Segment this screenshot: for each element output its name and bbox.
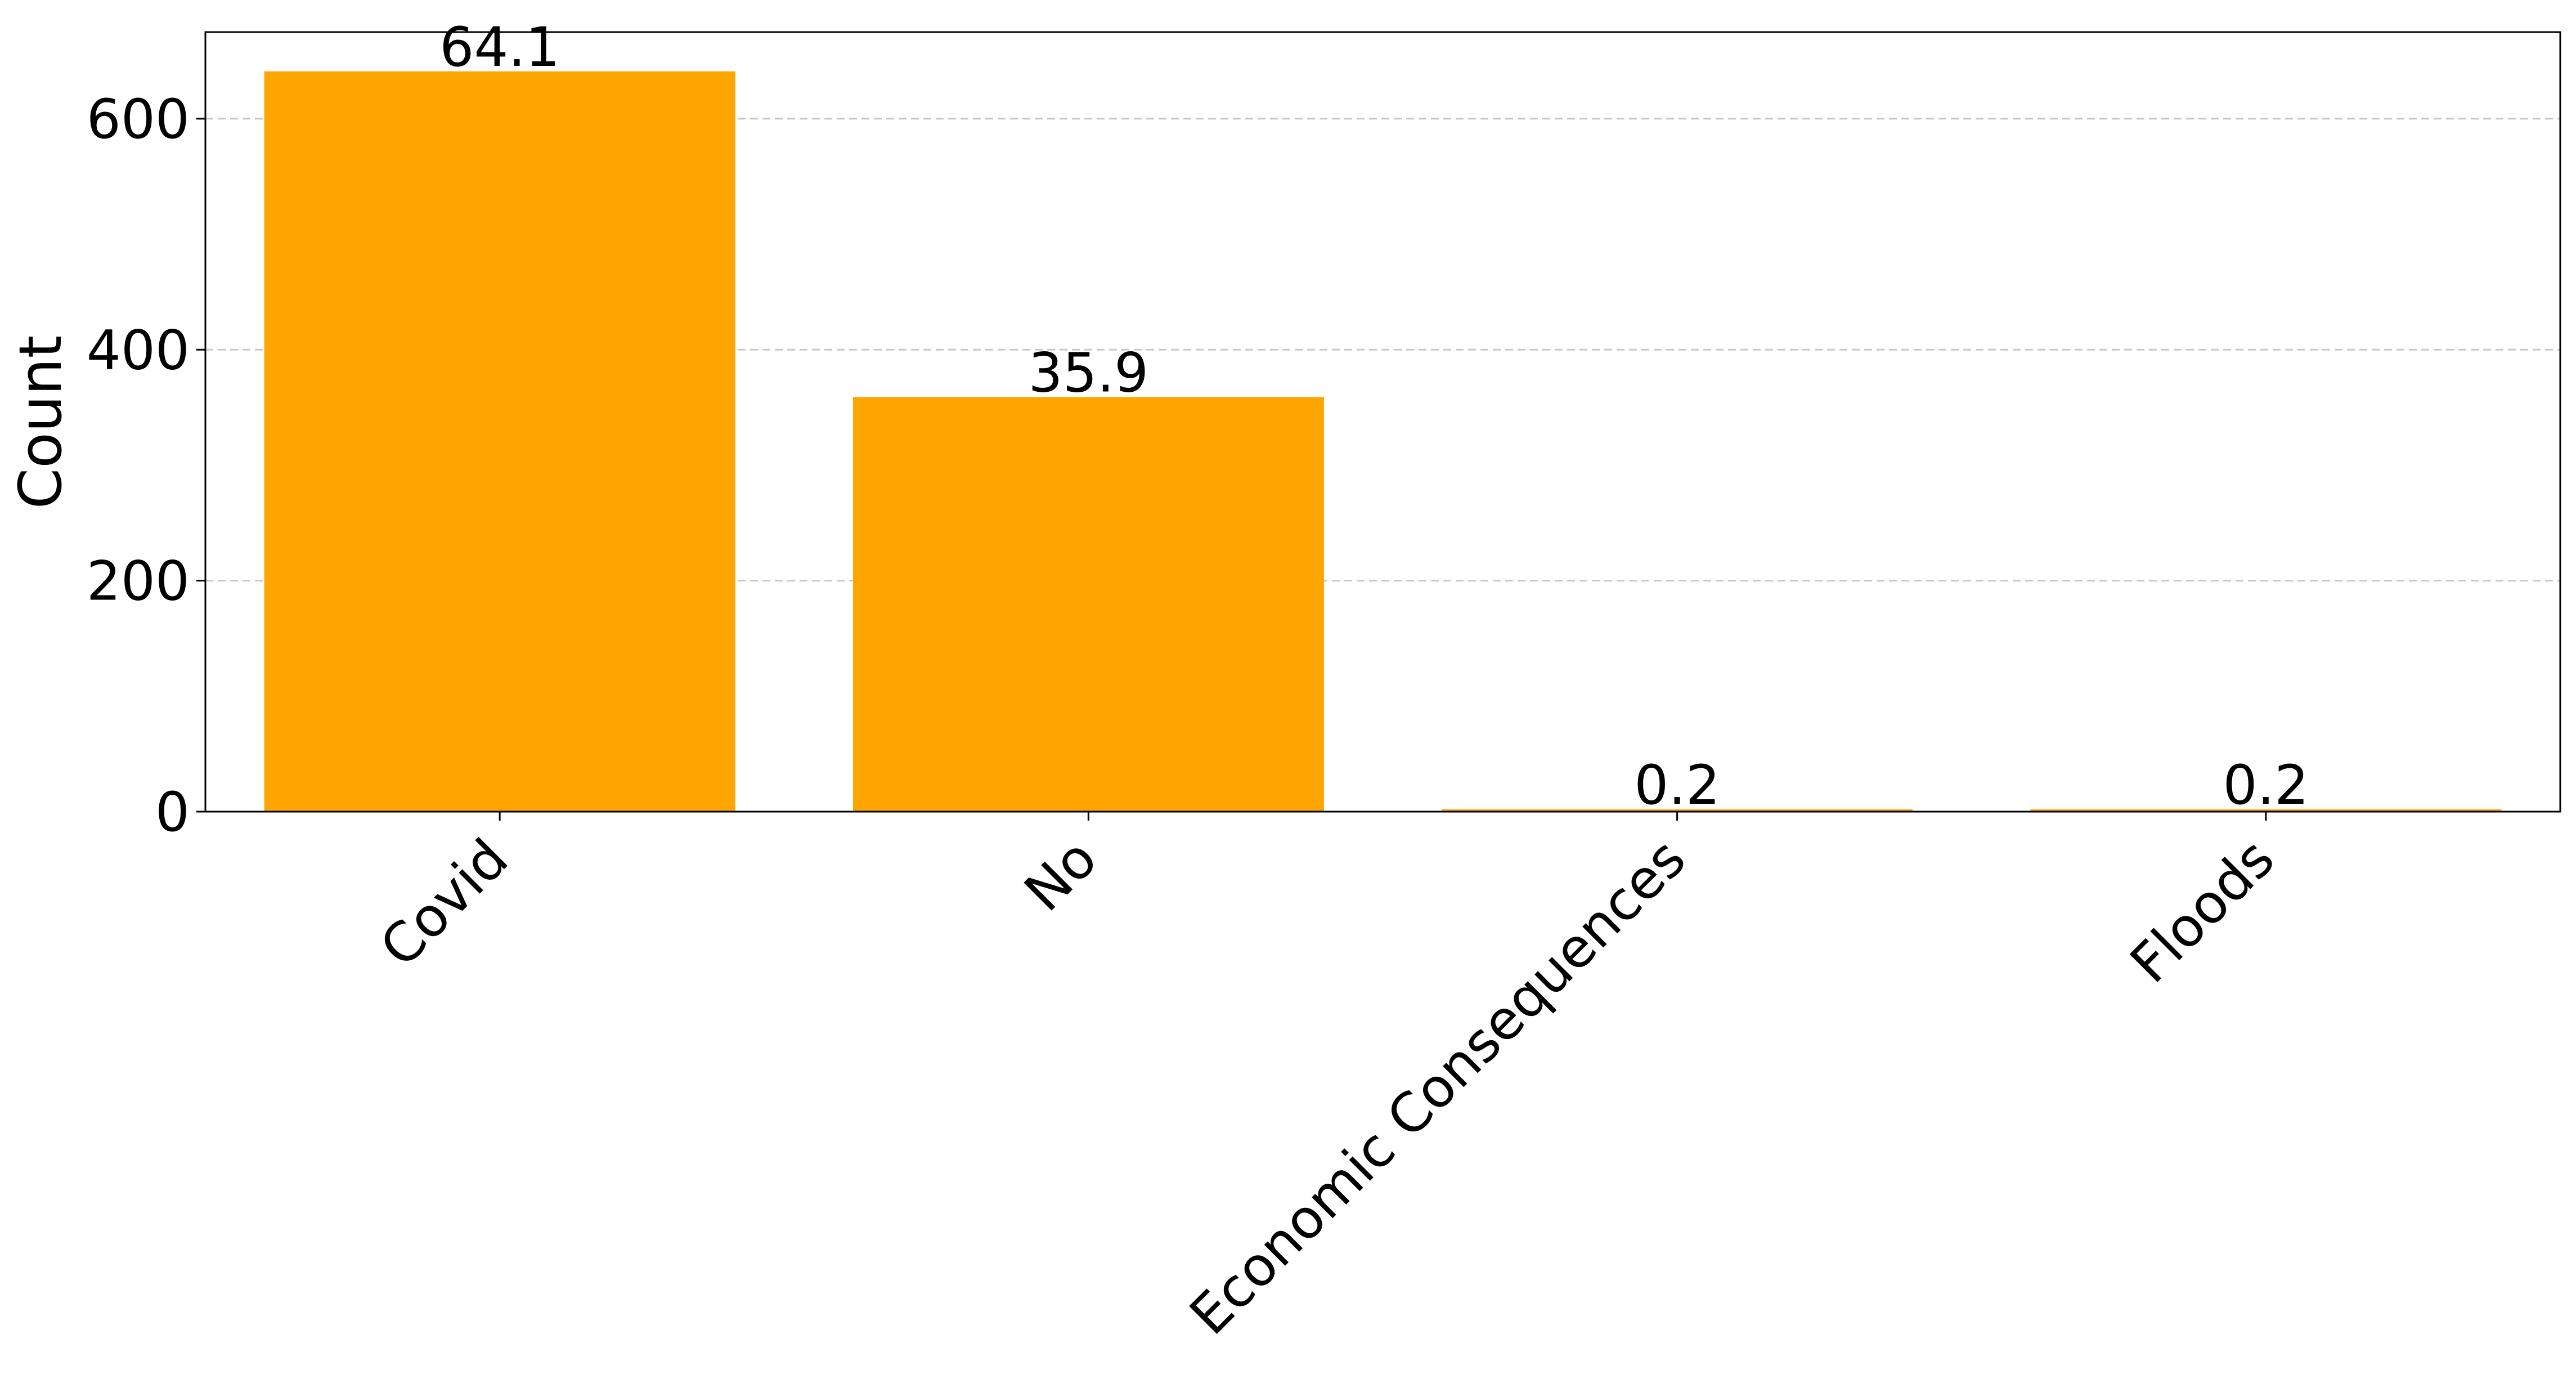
plot-frame — [204, 31, 2561, 813]
y-tick-label: 600 — [87, 88, 190, 151]
bar — [264, 71, 735, 812]
x-tick-label: Floods — [2119, 827, 2287, 995]
y-axis-label: Count — [6, 335, 75, 509]
y-tick-label: 0 — [155, 781, 190, 844]
y-axis-ticks: 0 200 400 600 — [87, 88, 205, 844]
data-labels: 64.1 35.9 0.2 0.2 — [439, 16, 2309, 817]
y-tick-label: 400 — [87, 319, 190, 382]
bar — [1442, 809, 1913, 812]
bar — [852, 397, 1324, 812]
bar — [2030, 809, 2502, 812]
data-label: 0.2 — [2223, 754, 2309, 817]
data-label: 35.9 — [1029, 341, 1149, 404]
x-tick-label: Economic Consequences — [1178, 827, 1698, 1347]
bars — [264, 71, 2502, 812]
data-label: 64.1 — [439, 16, 560, 79]
x-tick-label: Covid — [368, 827, 520, 979]
x-axis-ticks: Covid No Economic Consequences Floods — [368, 812, 2286, 1347]
y-tick-label: 200 — [87, 550, 190, 613]
grid-lines — [205, 118, 2560, 582]
x-tick-label: No — [1012, 827, 1109, 924]
data-label: 0.2 — [1634, 754, 1720, 817]
